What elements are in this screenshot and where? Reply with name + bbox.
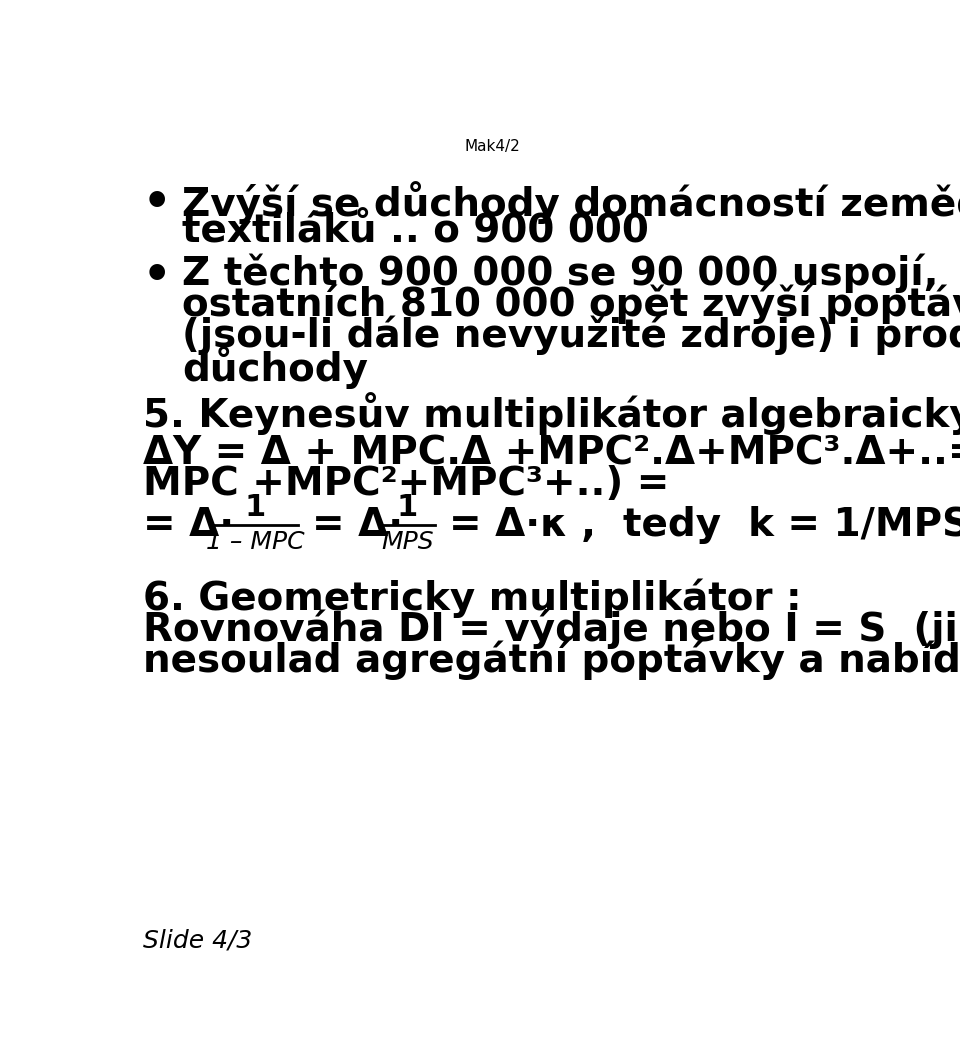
Text: ostatních 810 000 opět zvýší poptávku a: ostatních 810 000 opět zvýší poptávku a [182, 284, 960, 325]
Text: = Δ·κ ,  tedy  k = 1/MPS: = Δ·κ , tedy k = 1/MPS [448, 506, 960, 543]
Text: Zvýší se důchody domácností zemědělců ,: Zvýší se důchody domácností zemědělců , [182, 181, 960, 224]
Text: MPC +MPC²+MPC³+..) =: MPC +MPC²+MPC³+..) = [143, 465, 670, 503]
Text: Rovnováha DI = výdaje nebo I = S  (jinak: Rovnováha DI = výdaje nebo I = S (jinak [143, 609, 960, 649]
Text: Mak4/2: Mak4/2 [464, 139, 520, 154]
Text: 1: 1 [396, 493, 419, 522]
Text: Slide 4/3: Slide 4/3 [143, 928, 252, 952]
Text: 1 – MPC: 1 – MPC [206, 529, 305, 554]
Text: důchody: důchody [182, 346, 368, 389]
Text: 1: 1 [245, 493, 266, 522]
Text: •: • [143, 181, 172, 224]
Text: 6. Geometricky multiplikátor :: 6. Geometricky multiplikátor : [143, 578, 802, 619]
Text: ΔY = Δ + MPC.Δ +MPC².Δ+MPC³.Δ+..= Δ.(1+: ΔY = Δ + MPC.Δ +MPC².Δ+MPC³.Δ+..= Δ.(1+ [143, 434, 960, 472]
Text: •: • [143, 254, 172, 297]
Text: = Δ·: = Δ· [143, 506, 234, 543]
Text: 5. Keynesův multiplikátor algebraicky :: 5. Keynesův multiplikátor algebraicky : [143, 393, 960, 435]
Text: nesoulad agregátní poptávky a nabídky): nesoulad agregátní poptávky a nabídky) [143, 640, 960, 680]
Text: textiláků .. o 900 000: textiláků .. o 900 000 [182, 212, 649, 250]
Text: = Δ·: = Δ· [312, 506, 403, 543]
Text: Z těchto 900 000 se 90 000 uspojí,: Z těchto 900 000 se 90 000 uspojí, [182, 254, 939, 293]
Text: MPS: MPS [381, 529, 434, 554]
Text: (jsou-li dále nevyužité zdroje) i produkci a: (jsou-li dále nevyužité zdroje) i produk… [182, 315, 960, 354]
